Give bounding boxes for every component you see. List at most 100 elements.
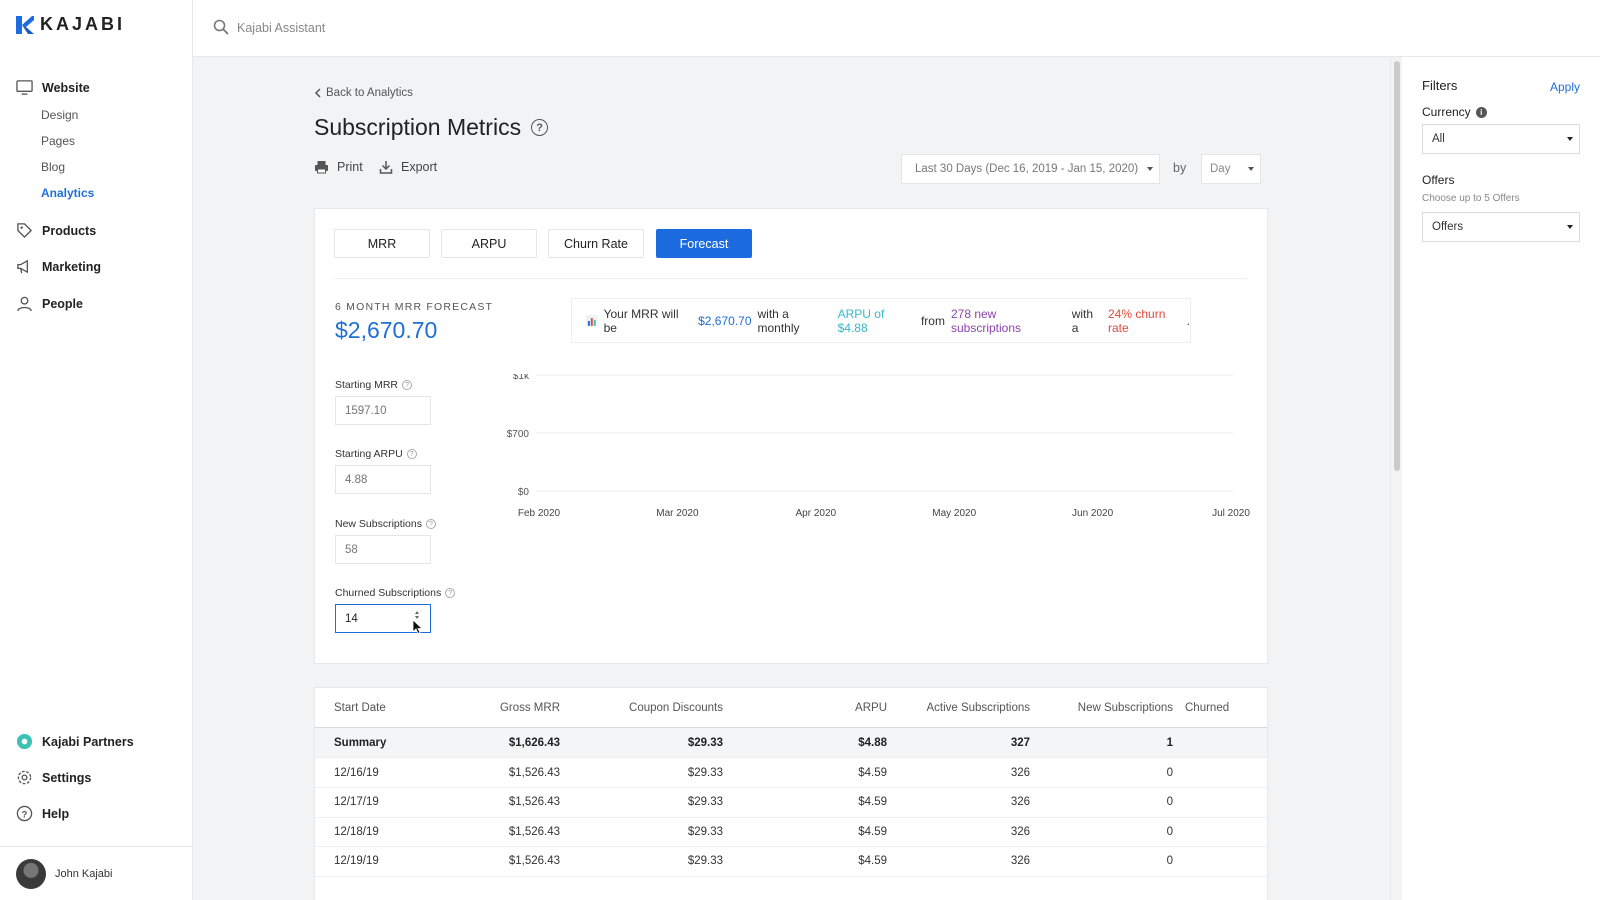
table-row: 12/17/19 $1,526.43 $29.33 $4.59 326 0: [315, 788, 1267, 818]
sidebar-item-label: People: [42, 296, 83, 311]
number-stepper[interactable]: [413, 611, 421, 619]
partners-icon: [16, 733, 33, 750]
tag-icon: [17, 223, 33, 239]
column-header-gross-mrr[interactable]: Gross MRR: [499, 701, 560, 714]
tab-arpu[interactable]: ARPU: [441, 229, 537, 258]
divider: [335, 278, 1247, 279]
starting-arpu-input[interactable]: [335, 465, 431, 494]
sidebar-item-website[interactable]: Website: [16, 79, 90, 96]
y-tick-label: $1k: [513, 374, 530, 382]
offers-value: Offers: [1432, 221, 1464, 233]
scrollbar-thumb[interactable]: [1394, 61, 1400, 471]
question-icon[interactable]: ?: [445, 588, 456, 598]
churned-subscriptions-label: Churned Subscriptions ?: [335, 587, 456, 599]
cell-churned: [1185, 728, 1267, 757]
back-to-analytics-link[interactable]: Back to Analytics: [314, 87, 413, 99]
x-tick-label: Apr 2020: [796, 508, 837, 519]
sidebar-item-analytics[interactable]: Analytics: [41, 186, 95, 200]
stepper-up-icon[interactable]: [415, 611, 419, 614]
column-header-churned[interactable]: Churned: [1185, 701, 1230, 714]
stepper-down-icon[interactable]: [415, 616, 419, 619]
sidebar-item-settings[interactable]: Settings: [16, 769, 91, 786]
x-tick-label: Mar 2020: [656, 508, 699, 519]
metrics-table: Start Date Gross MRR Coupon Discounts ARPU A…: [314, 687, 1268, 900]
sidebar-item-label: Website: [42, 80, 90, 95]
sidebar-item-pages[interactable]: Pages: [41, 134, 76, 148]
sidebar-item-label: Kajabi Partners: [42, 734, 134, 749]
cell-start-date: 12/16/19: [334, 766, 379, 779]
tab-mrr[interactable]: MRR: [334, 229, 430, 258]
cell-active-subscriptions: 327: [1010, 736, 1030, 749]
currency-label: Currency i: [1422, 105, 1487, 119]
caret-down-icon: [1567, 225, 1573, 229]
export-button[interactable]: Export: [379, 160, 437, 174]
question-icon[interactable]: ?: [406, 449, 417, 459]
caret-down-icon: [1147, 167, 1153, 171]
print-button[interactable]: Print: [314, 160, 363, 174]
summary-mid3: with a: [1071, 306, 1094, 335]
user-name: John Kajabi: [55, 867, 113, 880]
column-header-coupon-discounts[interactable]: Coupon Discounts: [629, 701, 723, 714]
tab-churn-rate[interactable]: Churn Rate: [548, 229, 644, 258]
cell-coupon-discounts: $29.33: [687, 766, 723, 779]
user-menu[interactable]: John Kajabi: [0, 846, 193, 900]
apply-button[interactable]: Apply: [1549, 80, 1580, 94]
cell-gross-mrr: $1,526.43: [508, 825, 560, 838]
cell-churned: [1185, 788, 1267, 817]
forecast-summary: Your MRR will be $2,670.70 with a monthl…: [571, 298, 1191, 343]
offers-select[interactable]: Offers: [1422, 212, 1580, 242]
question-icon[interactable]: ?: [425, 519, 436, 529]
sidebar-item-blog[interactable]: Blog: [41, 160, 66, 174]
help-circle-icon[interactable]: ?: [531, 119, 549, 136]
kajabi-logo[interactable]: KAJABI: [16, 14, 125, 35]
currency-label-text: Currency: [1422, 105, 1471, 119]
question-icon[interactable]: ?: [402, 380, 413, 390]
cell-active-subscriptions: 326: [1010, 825, 1030, 838]
cell-coupon-discounts: $29.33: [687, 825, 723, 838]
summary-arpu: ARPU of $4.88: [837, 306, 885, 335]
sidebar-item-help[interactable]: ? Help: [16, 805, 69, 822]
sidebar-item-marketing[interactable]: Marketing: [16, 258, 101, 275]
cell-active-subscriptions: 326: [1010, 855, 1030, 867]
sidebar-item-people[interactable]: People: [16, 295, 83, 312]
field-label-text: Starting ARPU: [335, 448, 403, 460]
info-icon[interactable]: i: [1475, 106, 1487, 118]
sidebar-item-kajabi-partners[interactable]: Kajabi Partners: [16, 733, 134, 750]
cell-new-subscriptions: 0: [1166, 825, 1173, 838]
y-tick-label: $700: [507, 429, 530, 440]
cell-new-subscriptions: 0: [1166, 796, 1173, 808]
search-input[interactable]: [237, 17, 637, 39]
summary-churn: 24% churn rate: [1108, 306, 1166, 335]
brand-name: KAJABI: [40, 14, 126, 34]
column-header-start-date[interactable]: Start Date: [334, 701, 386, 714]
cell-start-date: 12/19/19: [334, 855, 379, 867]
sidebar-item-design[interactable]: Design: [41, 108, 79, 122]
x-tick-label: Jun 2020: [1072, 508, 1114, 519]
table-row: 12/18/19 $1,526.43 $29.33 $4.59 326 0: [315, 817, 1267, 847]
column-header-new-subscriptions[interactable]: New Subscriptions: [1077, 701, 1173, 714]
cell-coupon-discounts: $29.33: [687, 855, 723, 867]
tab-forecast[interactable]: Forecast: [656, 229, 752, 258]
x-tick-label: Jul 2020: [1212, 508, 1250, 519]
new-subscriptions-input[interactable]: [335, 535, 431, 564]
export-label: Export: [401, 160, 438, 174]
cell-gross-mrr: $1,526.43: [508, 766, 560, 779]
currency-select[interactable]: All: [1422, 124, 1580, 154]
cell-arpu: $4.59: [858, 825, 887, 838]
sidebar-item-products[interactable]: Products: [16, 222, 96, 239]
x-tick-label: Feb 2020: [518, 508, 561, 519]
cell-coupon-discounts: $29.33: [687, 796, 723, 808]
main-scrollbar[interactable]: [1390, 57, 1402, 900]
cell-churned: [1185, 817, 1267, 846]
column-header-active-subscriptions[interactable]: Active Subscriptions: [926, 701, 1030, 714]
avatar: [16, 858, 46, 889]
summary-mid1: with a monthly: [757, 306, 800, 335]
forecast-label: 6 MONTH MRR FORECAST: [335, 301, 494, 313]
interval-select[interactable]: Day: [1201, 154, 1261, 184]
date-range-select[interactable]: Last 30 Days (Dec 16, 2019 - Jan 15, 202…: [901, 154, 1160, 184]
starting-mrr-input[interactable]: [335, 396, 431, 425]
forecast-card: MRR ARPU Churn Rate Forecast 6 MONTH MRR…: [314, 208, 1268, 664]
column-header-arpu[interactable]: ARPU: [855, 701, 887, 714]
forecast-value: $2,670.70: [335, 317, 438, 343]
